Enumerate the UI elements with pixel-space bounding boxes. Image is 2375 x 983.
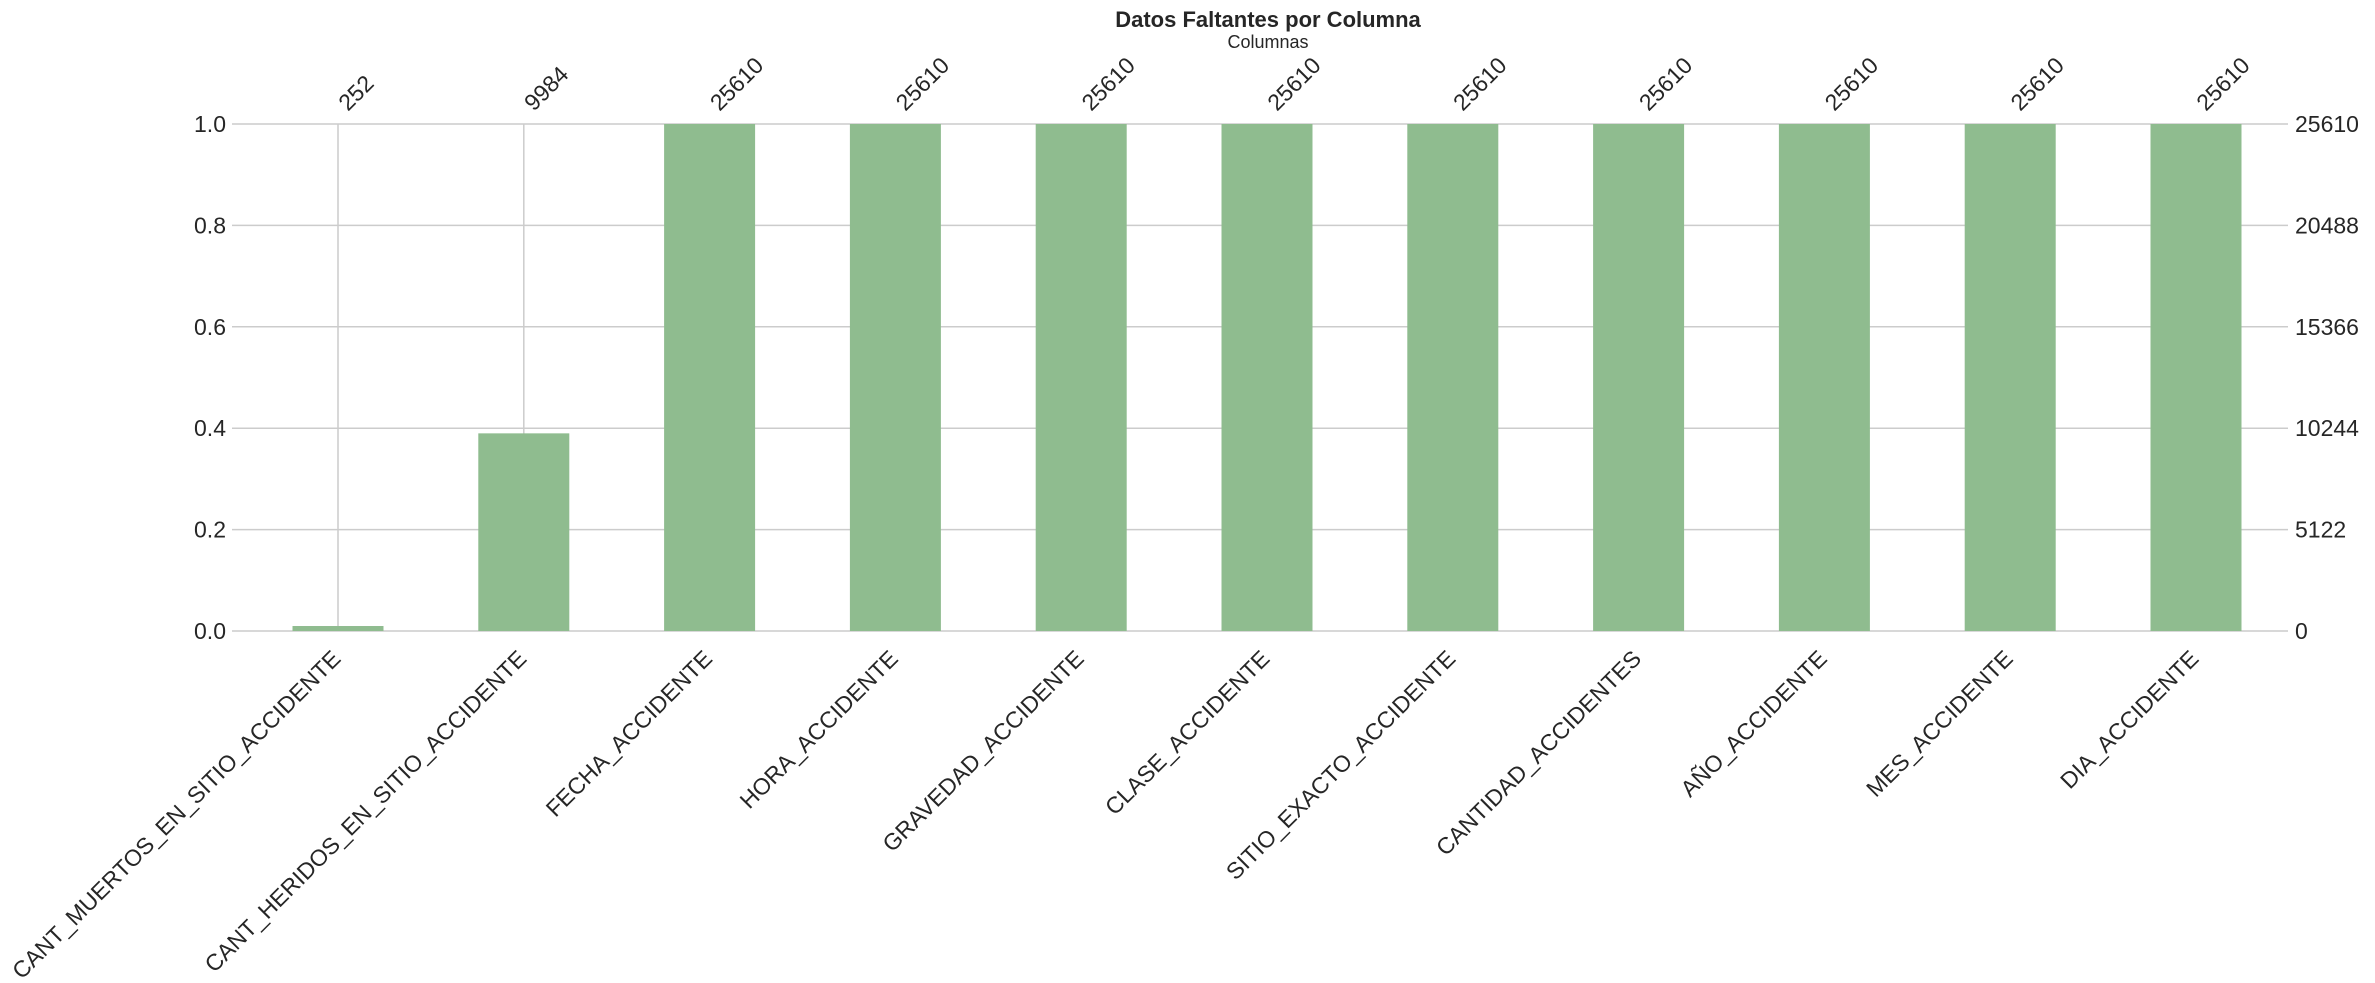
category-label: CLASE_ACCIDENTE	[1100, 645, 1275, 820]
category-label: GRAVEDAD_ACCIDENTE	[877, 645, 1088, 856]
count-label: 25610	[705, 52, 769, 116]
category-label: CANT_MUERTOS_EN_SITIO_ACCIDENTE	[7, 645, 346, 983]
bar	[849, 124, 941, 631]
count-labels: 252 9984 25610 25610 25610 25610 25610 25610 256…	[333, 52, 2255, 116]
bars	[292, 124, 2242, 631]
category-label: DIA_ACCIDENTE	[2055, 645, 2204, 794]
right-tick-label: 10244	[2295, 415, 2359, 441]
count-label: 252	[333, 70, 379, 116]
category-label: CANTIDAD_ACCIDENTES	[1431, 645, 1646, 860]
bar	[478, 433, 570, 631]
left-tick-label: 0.6	[194, 314, 226, 340]
bar	[292, 626, 384, 631]
bar	[2150, 124, 2242, 631]
bar	[1593, 124, 1685, 631]
bar	[1964, 124, 2056, 631]
left-tick-label: 0.8	[194, 212, 226, 238]
category-label: CANT_HERIDOS_EN_SITIO_ACCIDENTE	[199, 645, 531, 977]
right-tick-label: 0	[2295, 618, 2308, 644]
bar	[664, 124, 756, 631]
category-label: HORA_ACCIDENTE	[735, 645, 903, 813]
right-tick-label: 15366	[2295, 314, 2359, 340]
count-label: 25610	[1448, 52, 1512, 116]
category-label: AÑO_ACCIDENTE	[1675, 645, 1832, 802]
left-tick-label: 0.2	[194, 517, 226, 543]
count-label: 25610	[1076, 52, 1140, 116]
right-tick-label: 25610	[2295, 111, 2359, 137]
bar	[1407, 124, 1499, 631]
left-tick-label: 1.0	[194, 111, 226, 137]
count-label: 25610	[891, 52, 955, 116]
right-axis-ticks: 0 5122 10244 15366 20488 25610	[2295, 111, 2359, 644]
count-label: 25610	[1634, 52, 1698, 116]
bar	[1035, 124, 1127, 631]
count-label: 9984	[519, 61, 574, 116]
right-tick-label: 20488	[2295, 212, 2359, 238]
left-tick-label: 0.4	[194, 415, 226, 441]
category-label: MES_ACCIDENTE	[1861, 645, 2018, 802]
count-label: 25610	[2005, 52, 2069, 116]
category-labels: CANT_MUERTOS_EN_SITIO_ACCIDENTECANT_HERI…	[7, 645, 2204, 983]
count-label: 25610	[2191, 52, 2255, 116]
chart-title: Datos Faltantes por Columna	[1115, 7, 1421, 32]
bar	[1221, 124, 1313, 631]
right-tick-label: 5122	[2295, 517, 2346, 543]
category-label: FECHA_ACCIDENTE	[541, 645, 718, 822]
count-label: 25610	[1262, 52, 1326, 116]
bar	[1778, 124, 1870, 631]
chart-subtitle: Columnas	[1227, 32, 1308, 52]
left-tick-label: 0.0	[194, 618, 226, 644]
count-label: 25610	[1820, 52, 1884, 116]
left-axis-ticks: 0.0 0.2 0.4 0.6 0.8 1.0	[194, 111, 226, 644]
